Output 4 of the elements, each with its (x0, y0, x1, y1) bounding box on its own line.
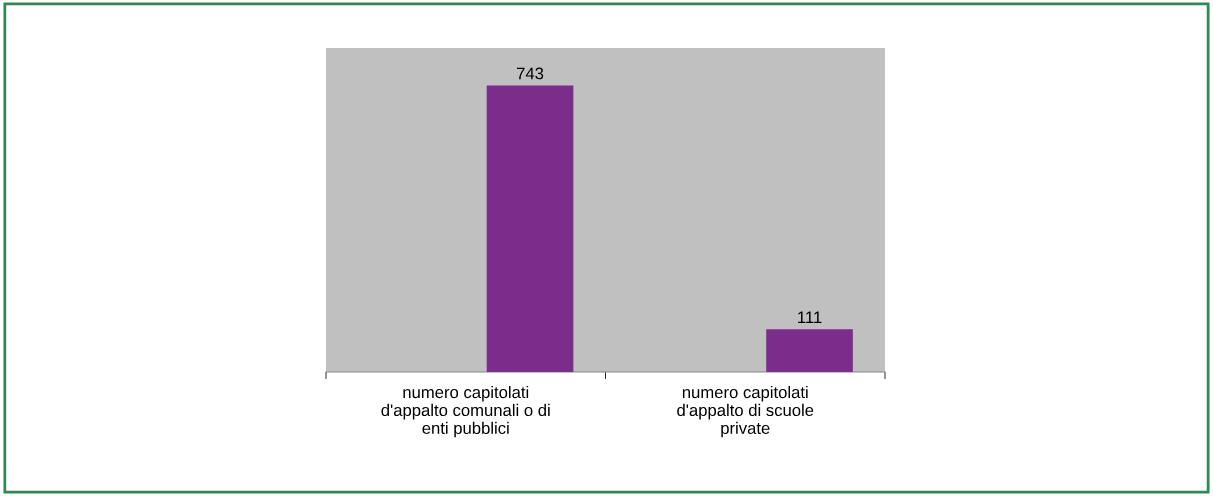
x-tick-label: numero capitolati d'appalto di scuole private (677, 385, 814, 438)
data-label: 111 (798, 311, 822, 323)
data-label: 743 (516, 67, 544, 80)
x-tick-label: numero capitolati d'appalto comunali o di enti pubblici (381, 385, 550, 438)
